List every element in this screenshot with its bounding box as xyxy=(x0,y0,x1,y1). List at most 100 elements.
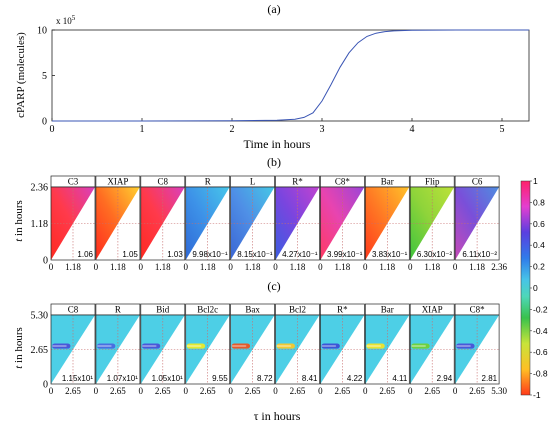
c-panel-frame xyxy=(364,314,410,385)
c-x-tick-label: 2.65 xyxy=(65,386,81,396)
c-panel-frame xyxy=(50,314,96,385)
b-x-tick-label: 0 xyxy=(273,262,278,272)
c-panel-frame xyxy=(185,314,231,385)
c-x-tick-label: 2.65 xyxy=(335,386,351,396)
a-y-tick-label: 0 xyxy=(42,117,47,128)
c-x-tick-label: 2.65 xyxy=(245,386,261,396)
c-x-tick-label: 0 xyxy=(408,386,413,396)
c-panel-title: C8 xyxy=(68,305,79,315)
c-panel-value: 4.11 xyxy=(392,374,408,383)
colorbar-tick-label: -0.4 xyxy=(533,326,548,336)
b-panel-frame xyxy=(454,186,500,261)
b-x-tick-label: 1.18 xyxy=(110,262,126,272)
colorbar-ticks: 1 0.8 0.6 0.4 0.2 0 -0.2 -0.4 -0.6 -0.8 -1 xyxy=(530,176,548,400)
b-panel-value: 6.11x10⁻² xyxy=(462,250,497,259)
b-panel-frame xyxy=(50,186,96,261)
b-panel-frame xyxy=(185,186,231,261)
c-panel-value: 2.94 xyxy=(437,374,453,383)
c-panel-frame xyxy=(230,314,275,385)
c-ylabel-rest: in hours xyxy=(13,327,25,366)
c-heatmap-stripe-core xyxy=(366,345,382,348)
b-x-tick-label: 0 xyxy=(139,262,144,272)
b-panel-value: 1.06 xyxy=(77,250,93,259)
c-x-tick-label: 0 xyxy=(363,386,368,396)
panel-a-label: (a) xyxy=(267,2,280,16)
b-x-tick-label: 1.18 xyxy=(65,262,81,272)
colorbar-tick-label: 0.8 xyxy=(533,197,545,207)
b-x-tick-label: 1.18 xyxy=(245,262,261,272)
a-y-tick-label: 5 xyxy=(42,71,47,82)
b-panel-title: C6 xyxy=(472,177,483,187)
c-panel-value: 1.07x10¹ xyxy=(107,374,138,383)
b-panel-frame xyxy=(409,186,455,261)
c-x-tick-label: 2.65 xyxy=(424,386,440,396)
b-panel-title: C8 xyxy=(158,177,169,187)
a-plot-frame xyxy=(51,29,530,122)
b-panel-frame xyxy=(320,186,365,261)
c-panel-value: 8.41 xyxy=(302,374,318,383)
b-panel-title: L xyxy=(250,177,256,187)
a-x-tick-label: 3 xyxy=(320,124,325,135)
colorbar-gradient xyxy=(520,180,531,396)
c-heatmap-stripe-core xyxy=(456,345,471,348)
b-panel-value: 3.83x10⁻¹ xyxy=(372,250,408,259)
a-ticks: 0 1 2 3 4 5 0 5 10 xyxy=(37,26,505,136)
colorbar-tick-label: 0.6 xyxy=(533,219,545,229)
a-x-tick-label: 1 xyxy=(140,124,145,135)
colorbar-tick-label: -0.8 xyxy=(533,369,548,379)
a-y-tick-label: 10 xyxy=(37,26,47,37)
b-panel-title: Bar xyxy=(381,177,394,187)
colorbar-tick-label: -0.6 xyxy=(533,347,548,357)
c-panel-value: 9.55 xyxy=(212,374,228,383)
c-x-tick-label: 0 xyxy=(94,386,99,396)
c-heatmap-stripe xyxy=(276,343,295,349)
c-heatmap-stripe xyxy=(186,343,206,349)
panel-a: (a) x 105 cPARP (molecules) Time in hour… xyxy=(15,2,530,151)
c-xlabel: τ in hours xyxy=(254,409,301,423)
c-x-tick-label: 2.65 xyxy=(155,386,171,396)
b-y-tick-label: 1.18 xyxy=(31,219,49,230)
b-small-panel: C31.060 1.18 xyxy=(49,175,96,272)
a-x-tick-label: 4 xyxy=(410,124,415,135)
colorbar-tick-label: -0.2 xyxy=(533,304,548,314)
b-x-tick-label: 1.18 xyxy=(335,262,351,272)
b-x-tick-label: 1.18 xyxy=(379,262,395,272)
b-x-tick-label: 1.18 xyxy=(200,262,216,272)
c-x-tick-label: 2.65 xyxy=(200,386,216,396)
c-panel-title: R* xyxy=(337,305,348,315)
c-heatmap-stripe-core xyxy=(52,345,67,348)
colorbar: 1 0.8 0.6 0.4 0.2 0 -0.2 -0.4 -0.6 -0.8 -1 xyxy=(520,176,548,400)
c-heatmap-stripe xyxy=(141,343,161,349)
c-panel-title: R xyxy=(115,305,121,315)
c-panel-title: Bax xyxy=(245,305,260,315)
c-xlabel-rest: in hours xyxy=(258,409,300,423)
b-small-panel: R*4.27x10⁻¹0 1.18 xyxy=(273,175,320,272)
colorbar-tick-label: -1 xyxy=(533,390,541,400)
b-panel-value: 3.99x10⁻¹ xyxy=(327,250,363,259)
b-x-tick-label: 1.18 xyxy=(155,262,171,272)
c-heatmap-stripe xyxy=(96,343,116,349)
b-x-tick-label: 0 xyxy=(453,262,458,272)
b-ylabel-rest: in hours xyxy=(13,200,25,239)
c-panel-value: 2.81 xyxy=(482,374,498,383)
b-x-tick-label: 0 xyxy=(318,262,323,272)
c-panel-frame xyxy=(320,314,365,385)
b-ylabel-symbol: t xyxy=(13,238,25,242)
c-x-tick-label: 0 xyxy=(139,386,144,396)
c-ylabel-symbol: t xyxy=(13,365,25,369)
c-panel-frame xyxy=(454,314,500,385)
c-heatmap-stripe xyxy=(321,343,340,349)
b-panel-value: 4.27x10⁻¹ xyxy=(282,250,318,259)
c-x-tick-label: 0 xyxy=(228,386,233,396)
b-panel-frame xyxy=(140,186,186,261)
b-x-tick-label: 1.18 xyxy=(424,262,440,272)
